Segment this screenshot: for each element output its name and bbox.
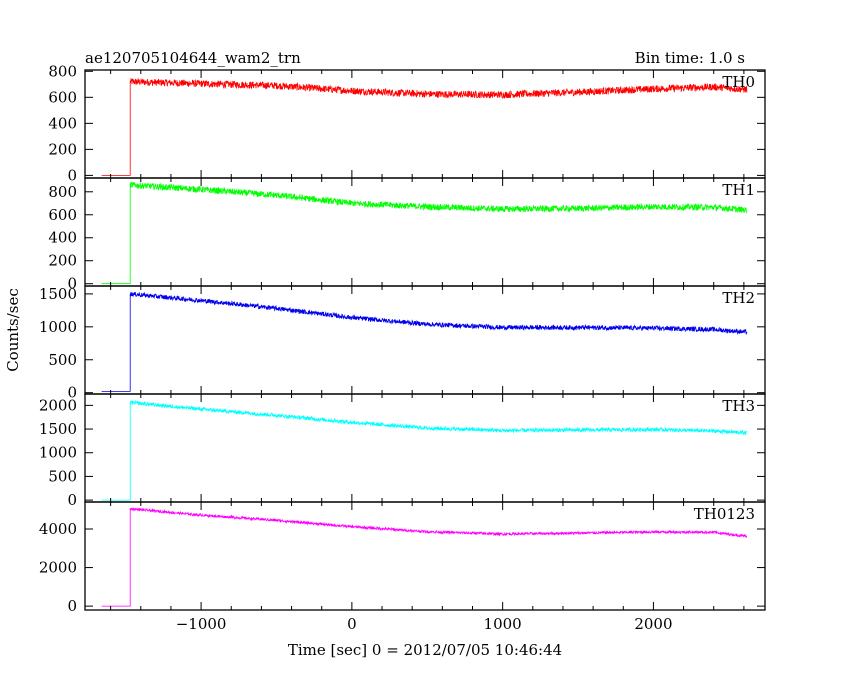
y-tick-label: 600 [48,88,77,106]
y-tick-label: 0 [67,491,77,509]
series-line-th0 [101,77,748,176]
panel-th0123: 0 2000 4000 TH0123 [39,501,766,615]
panel-th2: 0 500 1000 1500 TH2 [39,285,766,402]
panel-th1: 0 200 400 600 800 TH1 [48,177,766,293]
y-axis-label: Counts/sec [4,288,22,372]
panel-label-th0123: TH0123 [694,505,755,523]
bin-time-label: Bin time: 1.0 s [635,49,745,67]
y-tick-label: 0 [67,384,77,402]
panel-label-th1: TH1 [722,181,755,199]
y-tick-label: 400 [48,229,77,247]
y-tick-label: 2000 [39,559,77,577]
y-tick-label: 800 [48,62,77,80]
x-tick-label: −1000 [176,615,227,633]
panel-frame [84,177,766,287]
panel-th0: 0 200 400 600 800 TH0 [48,62,766,184]
y-tick-label: 600 [48,206,77,224]
series-line-th1 [101,181,748,285]
y-tick-label: 400 [48,114,77,132]
series-line-th2 [101,291,748,392]
y-tick-label: 500 [48,351,77,369]
panel-frame [84,285,766,395]
y-tick-label: 4000 [39,520,77,538]
x-tick-label: 2000 [634,615,672,633]
y-tick-label: 2000 [39,396,77,414]
panel-label-th2: TH2 [722,289,755,307]
y-tick-label: 800 [48,183,77,201]
y-tick-label: 1500 [39,420,77,438]
series-line-th0123 [101,507,748,607]
x-tick-label: 1000 [484,615,522,633]
y-tick-label: 0 [67,597,77,615]
x-tick-label: 0 [347,615,357,633]
series-line-th3 [101,399,747,501]
panel-frame [84,393,766,503]
chart-title: ae120705104644_wam2_trn [85,49,301,67]
panel-group: 0 200 400 600 800 TH0 0 200 400 600 800 TH1 0 500 1000… [39,62,766,633]
panel-th3: 0 500 1000 1500 2000 TH3 [39,393,766,509]
panel-label-th3: TH3 [722,397,755,415]
x-axis-label: Time [sec] 0 = 2012/07/05 10:46:44 [288,641,562,659]
y-tick-label: 1000 [39,444,77,462]
y-tick-label: 1000 [39,318,77,336]
y-tick-label: 200 [48,140,77,158]
y-tick-label: 500 [48,467,77,485]
y-tick-label: 200 [48,252,77,270]
y-tick-label: 0 [67,275,77,293]
panel-label-th0: TH0 [722,73,755,91]
panel-frame [84,501,766,611]
y-tick-label: 0 [67,166,77,184]
y-tick-label: 1500 [39,285,77,303]
